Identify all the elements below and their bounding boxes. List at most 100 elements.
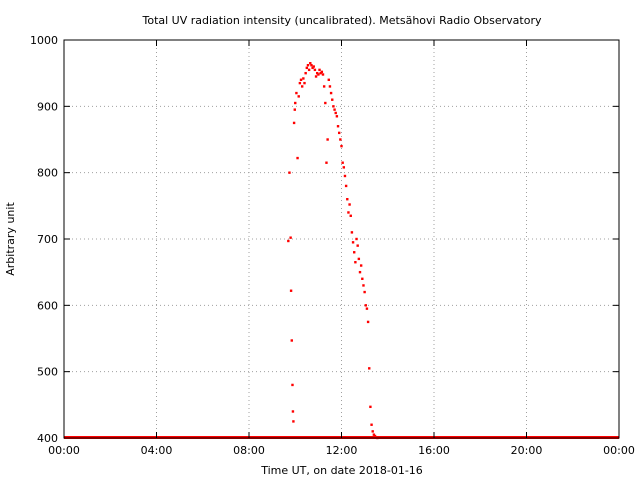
data-point (318, 68, 321, 72)
data-point (321, 73, 325, 76)
data-point (350, 231, 354, 234)
data-point (320, 70, 324, 74)
data-point (343, 174, 347, 178)
data-point (289, 289, 293, 292)
data-point (335, 115, 339, 118)
x-tick-label: 04:00 (141, 444, 173, 457)
data-points (64, 62, 619, 440)
data-point (319, 71, 322, 75)
data-point (300, 85, 304, 88)
data-point (333, 108, 336, 111)
data-point (340, 144, 343, 148)
data-point (290, 339, 293, 342)
data-point (294, 101, 297, 105)
data-point (337, 131, 341, 135)
data-point (298, 81, 302, 85)
y-tick-label: 400 (37, 432, 58, 445)
data-point (305, 66, 309, 70)
data-point (346, 198, 349, 201)
data-point (366, 320, 370, 324)
data-point (372, 433, 376, 436)
data-point (331, 98, 334, 101)
y-tick-label: 700 (37, 233, 58, 246)
data-point (304, 71, 307, 75)
data-point (344, 184, 348, 188)
data-point (289, 236, 292, 239)
data-point (299, 78, 303, 81)
data-point (291, 410, 295, 413)
data-point (295, 91, 298, 95)
data-point (324, 101, 327, 105)
data-point (351, 241, 355, 244)
data-point (348, 203, 351, 206)
chart-title: Total UV radiation intensity (uncalibrat… (142, 14, 542, 27)
data-point (309, 62, 312, 65)
data-point (307, 68, 311, 72)
data-point (303, 81, 306, 85)
y-tick-labels: 400 500 600 700 800 900 1000 (30, 34, 58, 445)
y-tick-label: 900 (37, 100, 58, 113)
data-point (358, 270, 362, 274)
data-point (334, 111, 337, 115)
data-point (373, 434, 377, 438)
x-tick-label: 00:00 (48, 444, 80, 457)
data-point (359, 264, 363, 267)
data-point (328, 85, 332, 88)
y-tick-label: 1000 (30, 34, 58, 47)
x-tick-label: 16:00 (418, 444, 450, 457)
data-point (336, 125, 340, 128)
data-point (293, 108, 296, 111)
data-point (316, 71, 319, 75)
data-point (314, 75, 318, 78)
data-point (288, 171, 291, 174)
data-point (310, 64, 313, 67)
data-point (297, 95, 300, 98)
y-tick-label: 800 (37, 167, 58, 180)
data-point (291, 383, 294, 387)
x-tick-label: 08:00 (233, 444, 265, 457)
data-point (292, 420, 295, 423)
x-tick-label: 12:00 (326, 444, 358, 457)
data-point (357, 257, 361, 261)
data-point (354, 261, 357, 264)
data-point (317, 73, 320, 76)
x-tick-label: 20:00 (511, 444, 543, 457)
x-tick-label: 00:00 (603, 444, 635, 457)
data-point (355, 237, 358, 241)
data-point (341, 161, 344, 164)
data-point (370, 423, 373, 426)
data-point (311, 66, 314, 70)
data-point (368, 367, 371, 370)
data-point (287, 239, 290, 243)
data-point (363, 290, 366, 294)
data-point (312, 65, 315, 68)
data-point (302, 77, 305, 80)
y-axis-label: Arbitrary unit (4, 202, 17, 276)
data-point (292, 121, 296, 125)
x-tick-labels: 00:00 04:00 08:00 12:00 16:00 20:00 00:00 (48, 444, 635, 457)
data-point (369, 405, 372, 409)
data-point (332, 105, 335, 108)
data-point (342, 166, 346, 169)
data-point (347, 211, 350, 214)
x-axis-label: Time UT, on date 2018-01-16 (260, 464, 423, 477)
data-point (339, 138, 342, 141)
data-point (325, 161, 328, 164)
data-point (306, 64, 310, 67)
data-point (327, 78, 330, 81)
data-point (371, 430, 374, 433)
data-point (326, 138, 329, 141)
data-point (361, 277, 364, 280)
plot-frame (63, 39, 620, 439)
data-point (353, 251, 356, 254)
data-point (364, 304, 367, 307)
data-point (349, 214, 352, 217)
ticks (63, 39, 620, 439)
grid (64, 40, 619, 438)
data-point (329, 91, 333, 95)
data-point (362, 284, 365, 287)
y-tick-label: 500 (37, 366, 58, 379)
data-point (356, 244, 359, 247)
data-point (313, 68, 317, 72)
